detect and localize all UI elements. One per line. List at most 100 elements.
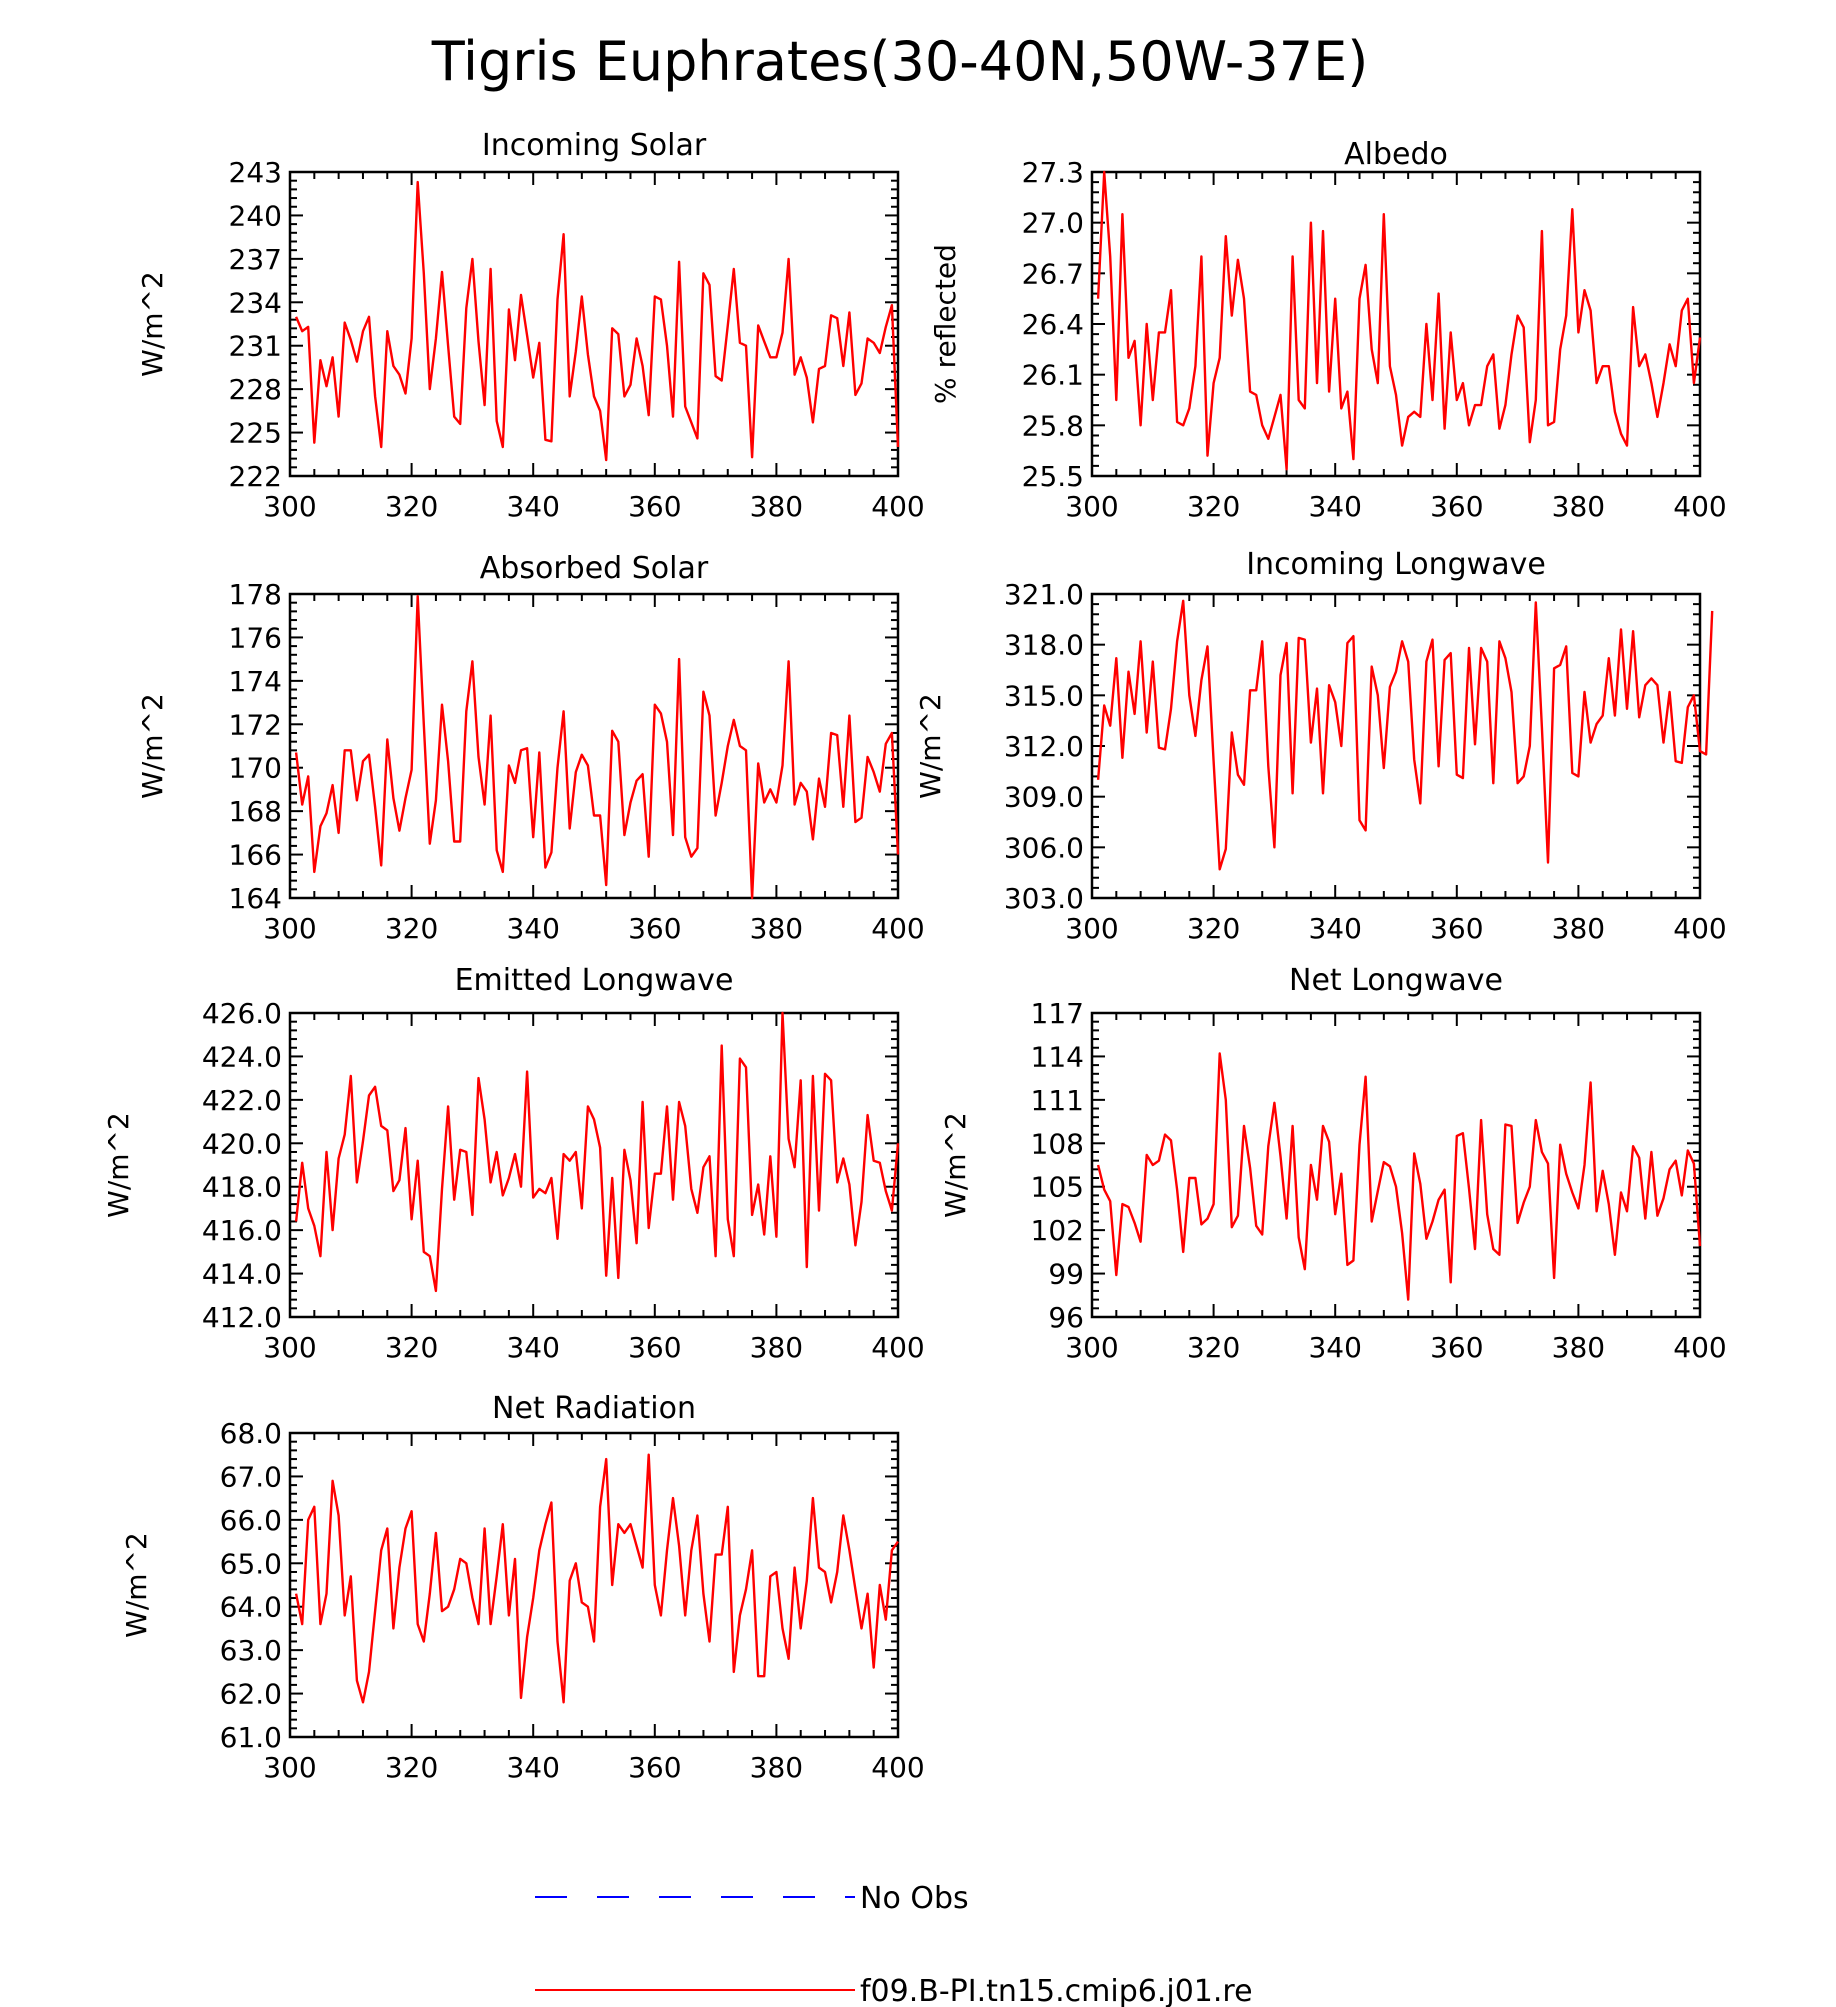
series-line	[294, 180, 900, 462]
y-tick-label: 61.0	[220, 1721, 282, 1754]
plot-frame	[1090, 170, 1702, 478]
y-tick-label: 111	[1031, 1084, 1084, 1117]
y-tick-label: 225	[229, 417, 282, 450]
y-tick-label: 114	[1031, 1040, 1084, 1073]
y-tick-label: 108	[1031, 1127, 1084, 1160]
y-axis-label: W/m^2	[120, 1532, 153, 1638]
series-line	[294, 1011, 900, 1293]
y-tick-label: 234	[229, 286, 282, 319]
y-tick-label: 228	[229, 373, 282, 406]
x-tick-label: 340	[1308, 490, 1361, 523]
x-tick-label: 380	[750, 1751, 803, 1784]
x-tick-label: 400	[1673, 1331, 1726, 1364]
x-tick-label: 360	[1430, 1331, 1483, 1364]
y-tick-label: 414.0	[202, 1258, 282, 1291]
x-tick-label: 300	[1065, 1331, 1118, 1364]
y-tick-label: 231	[229, 330, 282, 363]
x-tick-label: 400	[871, 490, 924, 523]
y-tick-label: 27.0	[1022, 207, 1084, 240]
y-tick-label: 64.0	[220, 1591, 282, 1624]
legend-model-label: f09.B-PI.tn15.cmip6.j01.re	[860, 1974, 1253, 2007]
panel-title: Net Longwave	[1289, 963, 1503, 998]
x-tick-label: 360	[628, 490, 681, 523]
y-tick-label: 27.3	[1022, 156, 1084, 189]
x-tick-label: 300	[263, 490, 316, 523]
x-tick-label: 340	[506, 1331, 559, 1364]
legend-obs-label: No Obs	[860, 1881, 969, 1916]
chart-panel: 300 320 340 360 380 400 412.0 414.0 416.0 418.0 42…	[102, 963, 925, 1364]
x-tick-label: 360	[628, 912, 681, 945]
y-tick-label: 172	[229, 708, 282, 741]
y-tick-label: 176	[229, 621, 282, 654]
series-line	[294, 595, 900, 900]
x-tick-label: 360	[628, 1751, 681, 1784]
x-tick-label: 300	[263, 1331, 316, 1364]
y-tick-label: 105	[1031, 1171, 1084, 1204]
x-tick-label: 340	[1308, 912, 1361, 945]
y-tick-label: 170	[229, 752, 282, 785]
y-tick-label: 240	[229, 199, 282, 232]
x-tick-label: 360	[1430, 490, 1483, 523]
y-tick-label: 166	[229, 839, 282, 872]
y-tick-label: 418.0	[202, 1171, 282, 1204]
plot-frame	[1090, 592, 1702, 900]
x-tick-label: 320	[385, 912, 438, 945]
figure-title: Tigris Euphrates(30-40N,50W-37E)	[431, 30, 1369, 93]
chart-panel: 300 320 340 360 380 400 303.0 306.0 309.0 312.0 31…	[914, 547, 1727, 945]
x-tick-label: 320	[385, 1331, 438, 1364]
y-tick-label: 168	[229, 795, 282, 828]
plot-frame	[288, 1431, 900, 1739]
y-tick-label: 303.0	[1004, 882, 1084, 915]
x-tick-label: 400	[871, 1331, 924, 1364]
y-tick-label: 416.0	[202, 1214, 282, 1247]
y-tick-label: 65.0	[220, 1547, 282, 1580]
y-tick-label: 26.1	[1022, 359, 1084, 392]
y-tick-label: 309.0	[1004, 781, 1084, 814]
x-tick-label: 400	[871, 1751, 924, 1784]
y-tick-label: 164	[229, 882, 282, 915]
chart-panel: 300 320 340 360 380 400 61.0 62.0 63.0 64.0 65.0 66…	[120, 1391, 925, 1784]
y-tick-label: 26.4	[1022, 308, 1084, 341]
y-tick-label: 67.0	[220, 1460, 282, 1493]
panel-title: Incoming Longwave	[1246, 547, 1546, 582]
y-tick-label: 96	[1048, 1301, 1084, 1334]
x-tick-label: 320	[1187, 912, 1240, 945]
x-tick-label: 400	[871, 912, 924, 945]
series-line	[1096, 170, 1702, 471]
chart-panel: 300 320 340 360 380 400 25.5 25.8 26.1 26.4 26.7 27…	[929, 137, 1727, 523]
y-axis-label: W/m^2	[136, 693, 169, 799]
y-tick-label: 102	[1031, 1214, 1084, 1247]
x-tick-label: 360	[1430, 912, 1483, 945]
panels: 300 320 340 360 380 400 222 225 228 231 234 237 240 2…	[102, 128, 1727, 1784]
y-tick-label: 178	[229, 578, 282, 611]
y-tick-label: 99	[1048, 1258, 1084, 1291]
y-tick-label: 321.0	[1004, 578, 1084, 611]
y-tick-label: 422.0	[202, 1084, 282, 1117]
y-tick-label: 412.0	[202, 1301, 282, 1334]
y-tick-label: 25.5	[1022, 460, 1084, 493]
y-tick-label: 68.0	[220, 1417, 282, 1450]
x-tick-label: 360	[628, 1331, 681, 1364]
y-axis-label: W/m^2	[102, 1112, 135, 1218]
y-tick-label: 62.0	[220, 1678, 282, 1711]
x-tick-label: 380	[1552, 1331, 1605, 1364]
panel-title: Net Radiation	[492, 1391, 696, 1426]
y-tick-label: 306.0	[1004, 831, 1084, 864]
y-tick-label: 25.8	[1022, 409, 1084, 442]
y-axis-label: % reflected	[929, 244, 962, 404]
chart-panel: 300 320 340 360 380 400 164 166 168 170 172 174 176 1…	[136, 551, 925, 945]
y-axis-label: W/m^2	[939, 1112, 972, 1218]
panel-title: Emitted Longwave	[455, 963, 734, 998]
x-tick-label: 300	[263, 1751, 316, 1784]
plot-frame	[288, 1011, 900, 1319]
plot-frame	[288, 170, 900, 478]
y-axis-label: W/m^2	[914, 693, 947, 799]
y-tick-label: 420.0	[202, 1127, 282, 1160]
y-tick-label: 63.0	[220, 1634, 282, 1667]
x-tick-label: 380	[750, 912, 803, 945]
x-tick-label: 340	[506, 912, 559, 945]
y-tick-label: 426.0	[202, 997, 282, 1030]
x-tick-label: 300	[1065, 490, 1118, 523]
x-tick-label: 380	[750, 490, 803, 523]
panel-title: Absorbed Solar	[480, 551, 709, 586]
